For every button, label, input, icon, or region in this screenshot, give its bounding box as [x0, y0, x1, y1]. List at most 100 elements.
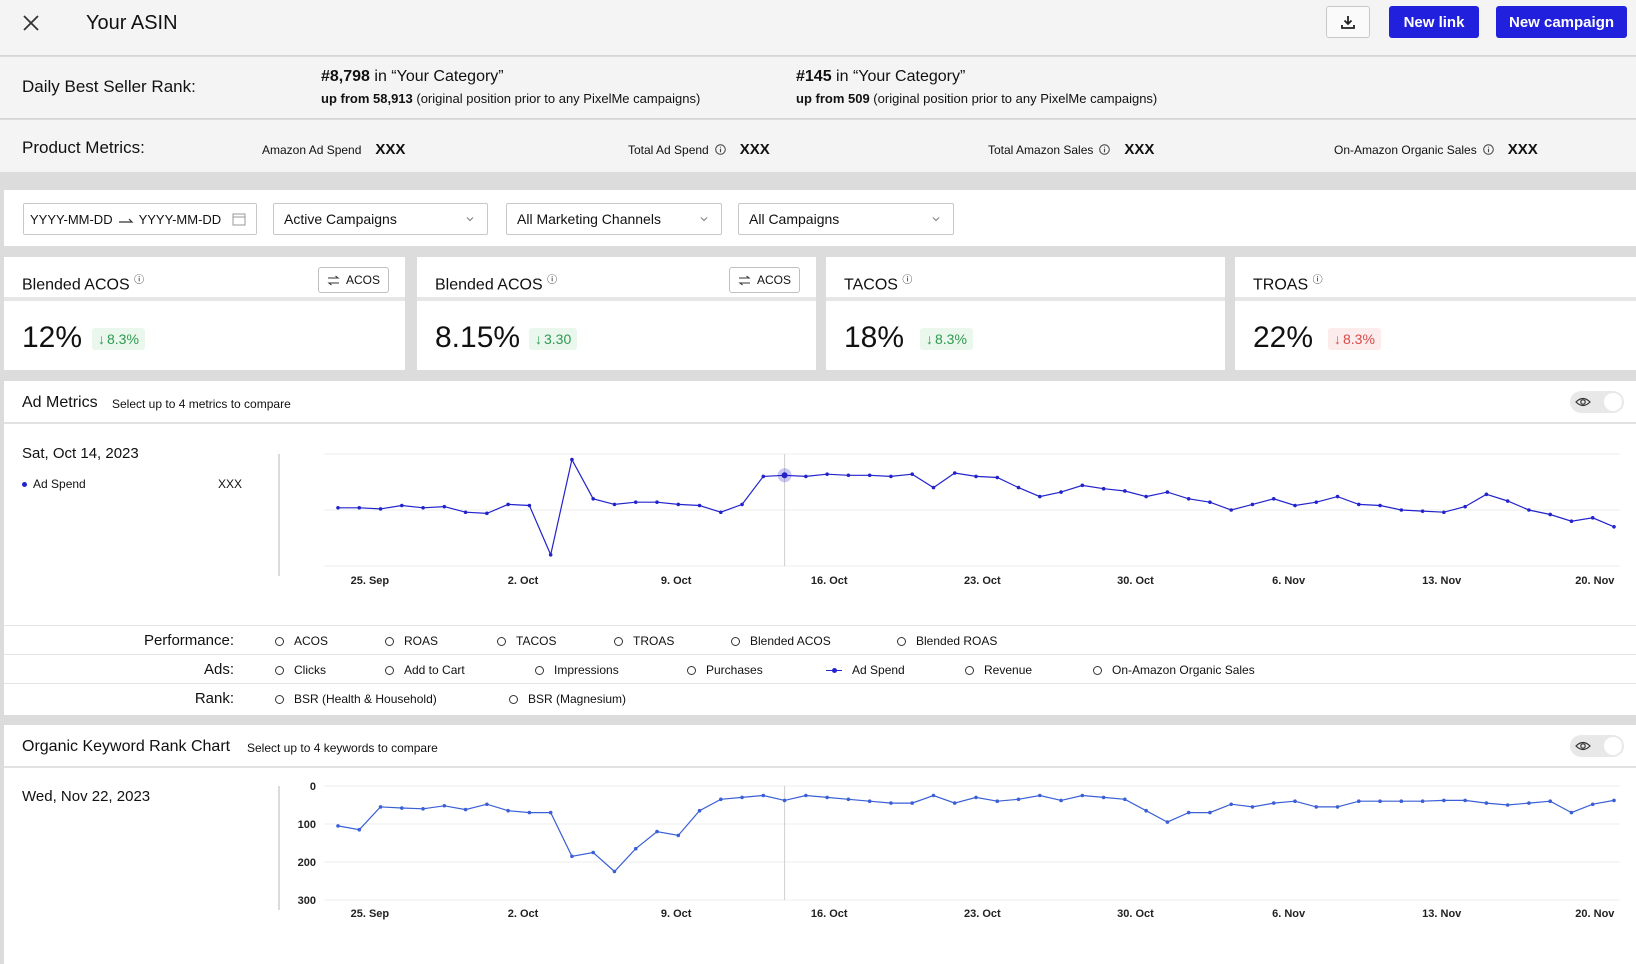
campaigns-select[interactable]: All Campaigns — [738, 203, 954, 235]
x-tick-label: 30. Oct — [1117, 908, 1154, 920]
chevron-down-icon — [700, 217, 708, 222]
data-point — [952, 471, 957, 475]
product-metrics-label: Product Metrics: — [22, 138, 145, 157]
metric-option-selected[interactable]: Ad Spend — [826, 663, 905, 677]
x-tick-label: 2. Oct — [508, 908, 539, 920]
data-point — [804, 474, 808, 479]
kpi-change: 8.3% — [935, 331, 967, 347]
data-point — [1186, 810, 1191, 815]
tooltip-date: Wed, Nov 22, 2023 — [22, 788, 151, 805]
tooltip-series-label: Ad Spend — [33, 477, 86, 491]
data-point — [591, 850, 595, 855]
date-end: YYYY-MM-DD — [138, 211, 222, 227]
chevron-down-icon — [932, 217, 940, 222]
data-point — [1165, 490, 1170, 494]
data-point — [1250, 502, 1255, 507]
metric-option[interactable]: BSR (Health & Household) — [275, 692, 437, 706]
kpi-value: 8.15% — [435, 321, 521, 354]
info-icon[interactable] — [1099, 144, 1111, 155]
data-point — [1463, 504, 1467, 509]
data-point — [1548, 512, 1552, 517]
data-point — [570, 457, 574, 462]
info-icon[interactable]: ⓘ — [1312, 275, 1323, 286]
eye-icon — [1575, 397, 1591, 407]
metric-option[interactable]: TACOS — [497, 634, 556, 648]
data-point — [931, 485, 936, 490]
arrow-down-icon: ↓ — [535, 331, 542, 347]
data-point — [761, 474, 766, 479]
info-icon[interactable]: ⓘ — [902, 275, 913, 286]
product-metric-item: Total Amazon Sales XXX — [988, 141, 1154, 158]
x-tick-label: 25. Sep — [351, 908, 390, 920]
data-point — [867, 799, 872, 803]
panel-title: Organic Keyword Rank Chart — [22, 738, 231, 755]
metric-switch-button[interactable]: ACOS — [728, 267, 800, 293]
panel-title: Ad Metrics — [22, 394, 98, 411]
product-metric-value: XXX — [375, 141, 406, 158]
marketing-channels-select[interactable]: All Marketing Channels — [506, 203, 722, 235]
metric-switch-button[interactable]: ACOS — [317, 267, 389, 293]
new-link-button[interactable]: New link — [1389, 6, 1479, 38]
metric-option[interactable]: Clicks — [275, 663, 326, 677]
metric-option[interactable]: On-Amazon Organic Sales — [1093, 663, 1255, 677]
chevron-down-icon — [466, 217, 474, 222]
kpi-title: TACOS — [844, 276, 898, 294]
metric-option[interactable]: ROAS — [385, 634, 438, 648]
product-metric-label: Total Ad Spend — [628, 142, 709, 157]
data-point — [400, 806, 404, 810]
info-icon[interactable] — [714, 144, 726, 155]
metric-option[interactable]: Add to Cart — [385, 663, 465, 677]
metric-option[interactable]: BSR (Magnesium) — [509, 692, 626, 706]
new-campaign-button[interactable]: New campaign — [1496, 6, 1627, 38]
metric-option[interactable]: TROAS — [614, 634, 674, 648]
download-button[interactable] — [1326, 6, 1370, 38]
x-tick-label: 9. Oct — [661, 908, 692, 920]
data-point — [761, 793, 766, 798]
data-point — [1271, 801, 1276, 805]
y-tick-label: 300 — [298, 895, 316, 907]
metric-option[interactable]: Blended ROAS — [897, 634, 997, 648]
data-point — [1229, 508, 1233, 512]
arrow-right-icon — [118, 218, 134, 223]
campaign-status-select[interactable]: Active Campaigns — [273, 203, 488, 235]
highlight-point — [781, 472, 788, 479]
kpi-change: 3.30 — [544, 331, 572, 347]
metric-option[interactable]: Revenue — [965, 663, 1032, 677]
x-tick-label: 23. Oct — [964, 575, 1001, 587]
data-point — [612, 502, 617, 507]
data-point — [719, 510, 723, 515]
data-point — [612, 869, 617, 874]
product-metric-item: Total Ad Spend XXX — [628, 141, 770, 158]
kpi-card: TACOS ⓘ 18% ↓ 8.3% — [826, 257, 1225, 370]
data-point — [995, 475, 1000, 480]
data-point — [655, 500, 659, 504]
data-point — [1293, 799, 1297, 803]
metric-switch-label: ACOS — [756, 273, 791, 287]
metric-option[interactable]: Blended ACOS — [731, 634, 831, 648]
visibility-toggle[interactable] — [1570, 735, 1624, 757]
metric-option[interactable]: Impressions — [535, 663, 619, 677]
data-point — [485, 511, 489, 516]
close-button[interactable] — [20, 12, 42, 34]
visibility-toggle[interactable] — [1570, 391, 1624, 413]
data-point — [336, 505, 340, 510]
info-icon[interactable] — [1482, 144, 1494, 155]
series-line-icon — [826, 666, 842, 675]
marketing-channels-value: All Marketing Channels — [517, 211, 661, 227]
date-range-picker[interactable]: YYYY-MM-DD YYYY-MM-DD — [23, 203, 257, 235]
metric-option[interactable]: Purchases — [687, 663, 763, 677]
data-point — [485, 802, 489, 807]
data-point — [1101, 795, 1106, 800]
metric-row-label: Ads: — [203, 661, 234, 678]
tooltip-series: Ad Spend — [22, 477, 86, 491]
data-point — [1059, 490, 1063, 494]
data-point — [846, 797, 851, 802]
metric-option[interactable]: ACOS — [275, 634, 328, 648]
data-point — [1080, 793, 1085, 798]
info-icon[interactable]: ⓘ — [134, 275, 145, 286]
bsr-item: #8,798 in “Your Category” up from 58,913… — [321, 68, 700, 106]
info-icon[interactable]: ⓘ — [547, 275, 558, 286]
data-point — [633, 500, 638, 504]
kpi-card: Blended ACOS ⓘ ACOS 8.15% ↓ 3.30 — [417, 257, 816, 370]
arrow-down-icon: ↓ — [926, 331, 933, 347]
